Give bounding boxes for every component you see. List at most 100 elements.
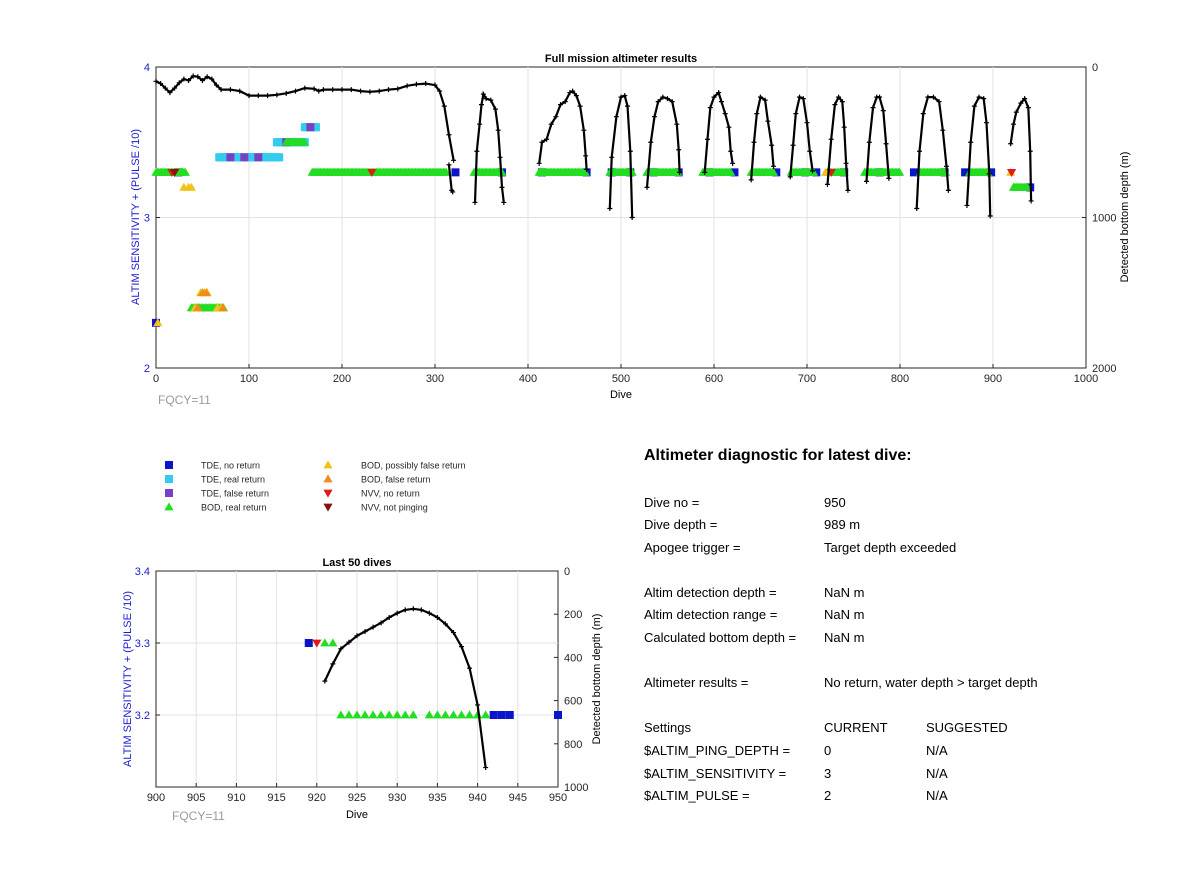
x-tick-label: 920 — [308, 792, 326, 804]
bottom-depth-point — [386, 614, 392, 620]
y-tick-label: 3.3 — [135, 638, 150, 650]
bod-real-return-marker — [352, 710, 362, 719]
zoom-chart: 900 905 910 915 920 925 930 935 940 945 950 3.2 3.3… — [122, 557, 603, 823]
bottom-depth-point — [771, 163, 777, 169]
bottom-depth-line — [608, 94, 634, 218]
tde-false-return-marker — [240, 153, 249, 162]
main-marks — [151, 73, 1035, 327]
bottom-depth-point — [246, 93, 252, 99]
bottom-depth-point — [413, 81, 419, 87]
bottom-depth-point — [362, 628, 368, 634]
bottom-depth-point — [536, 160, 542, 166]
bottom-depth-point — [845, 187, 851, 193]
bottom-depth-point — [200, 78, 205, 84]
pulse-current: 2 — [824, 788, 832, 803]
main-grid — [156, 67, 1086, 368]
bottom-depth-point — [797, 94, 803, 100]
results-value: No return, water depth > target depth — [824, 675, 1038, 690]
bod-real-return-marker — [424, 710, 434, 719]
y2-tick-label: 200 — [564, 609, 582, 621]
y2-tick-label: 0 — [1092, 62, 1098, 74]
bottom-depth-point — [864, 178, 870, 184]
bottom-depth-point — [467, 665, 473, 671]
bod-real-return-marker — [1022, 182, 1033, 191]
bottom-depth-point — [629, 215, 635, 220]
bottom-depth-point — [917, 148, 923, 154]
bottom-depth-line — [789, 95, 814, 177]
bottom-depth-point — [204, 74, 210, 80]
main-y-ticks: 2 3 4 — [144, 62, 160, 375]
bottom-depth-point — [944, 163, 949, 169]
legend-marker-bod-possibly-false-return — [323, 460, 333, 469]
x-tick-label: 945 — [509, 792, 527, 804]
bottom-depth-point — [925, 94, 931, 100]
bottom-depth-point — [964, 202, 970, 208]
bottom-depth-point — [800, 96, 806, 102]
bod-possibly-false-return-marker — [186, 182, 196, 191]
bottom-depth-point — [395, 86, 401, 92]
bottom-depth-point — [158, 81, 164, 87]
bottom-depth-point — [330, 87, 336, 93]
bottom-depth-point — [1008, 141, 1014, 147]
bottom-depth-point — [762, 97, 768, 103]
bottom-depth-point — [402, 607, 408, 613]
bottom-depth-point — [573, 93, 579, 99]
tde-no-return-marker — [451, 168, 460, 177]
sensitivity-current: 3 — [824, 766, 832, 781]
bottom-depth-point — [648, 139, 654, 145]
bottom-depth-point — [711, 94, 717, 100]
bottom-depth-point — [567, 90, 573, 96]
bottom-depth-point — [583, 153, 589, 159]
bottom-depth-point — [983, 120, 989, 126]
legend-label-tde-no-return: TDE, no return — [201, 461, 260, 471]
bottom-depth-point — [886, 175, 892, 181]
bottom-depth-point — [195, 74, 201, 80]
bottom-depth-point — [787, 174, 793, 180]
x-tick-label: 915 — [267, 792, 285, 804]
x-tick-label: 400 — [519, 373, 537, 385]
bottom-depth-point — [410, 606, 416, 612]
bottom-depth-point — [548, 121, 554, 127]
bottom-depth-point — [622, 93, 628, 99]
x-tick-label: 935 — [428, 792, 446, 804]
bottom-depth-point — [765, 118, 771, 124]
bottom-depth-point — [1028, 198, 1034, 204]
bottom-depth-point — [577, 103, 583, 109]
bottom-depth-point — [968, 139, 974, 145]
y-tick-label: 2 — [144, 363, 150, 375]
bod-real-return-marker — [408, 710, 418, 719]
bottom-depth-point — [255, 93, 261, 99]
y2-tick-label: 600 — [564, 696, 582, 708]
bottom-depth-line — [826, 95, 849, 191]
detection-range-label: Altim detection range = — [644, 607, 778, 622]
bottom-depth-line — [538, 89, 588, 170]
bottom-depth-point — [376, 88, 382, 94]
bottom-depth-point — [748, 177, 754, 183]
apogee-label: Apogee trigger = — [644, 540, 741, 555]
current-header: CURRENT — [824, 720, 888, 735]
dive-depth-label: Dive depth = — [644, 517, 718, 532]
bottom-depth-point — [832, 102, 838, 108]
legend-label-tde-real-return: TDE, real return — [201, 475, 265, 485]
bottom-depth-point — [302, 85, 308, 91]
suggested-header: SUGGESTED — [926, 720, 1008, 735]
bottom-depth-point — [495, 127, 501, 133]
bottom-depth-point — [655, 99, 661, 105]
detection-depth-label: Altim detection depth = — [644, 585, 777, 600]
legend-marker-tde-no-return — [165, 461, 173, 469]
bottom-depth-point — [945, 187, 951, 193]
calculated-depth-label: Calculated bottom depth = — [644, 630, 797, 645]
bottom-depth-point — [807, 148, 813, 154]
ping-depth-label: $ALTIM_PING_DEPTH = — [644, 743, 791, 758]
bottom-depth-point — [394, 610, 400, 616]
bottom-depth-point — [539, 139, 545, 145]
x-tick-label: 800 — [891, 373, 909, 385]
bod-false-return-marker — [218, 303, 228, 312]
bod-real-return-marker — [808, 167, 819, 176]
bottom-depth-point — [450, 189, 456, 195]
tde-real-return-marker — [275, 153, 284, 162]
bottom-depth-point — [558, 102, 564, 108]
bottom-depth-point — [434, 614, 440, 620]
y-tick-label: 4 — [144, 62, 150, 74]
bod-real-return-marker — [448, 710, 459, 719]
